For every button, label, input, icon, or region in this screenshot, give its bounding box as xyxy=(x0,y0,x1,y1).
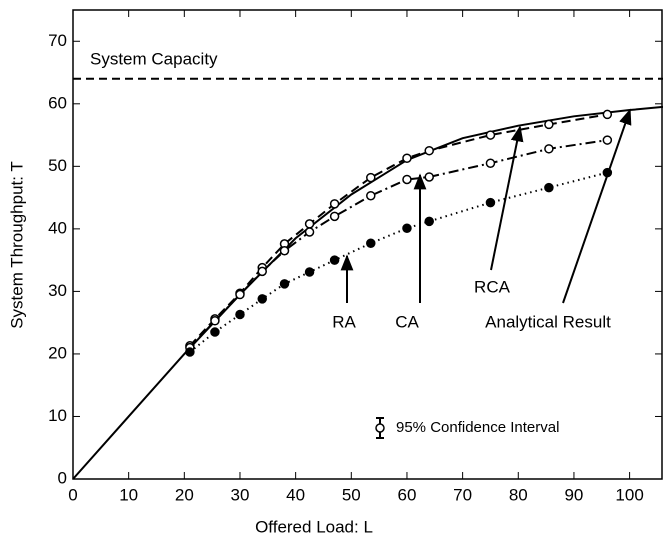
data-point xyxy=(424,145,434,156)
x-tick-label: 100 xyxy=(615,485,643,504)
data-point xyxy=(304,219,315,229)
x-tick-label: 90 xyxy=(564,485,583,504)
data-point xyxy=(366,172,376,183)
data-point xyxy=(485,158,496,168)
y-tick-label: 70 xyxy=(48,31,67,50)
data-point xyxy=(366,238,376,248)
data-point xyxy=(402,223,412,233)
y-tick-label: 30 xyxy=(48,281,67,300)
annotation-arrow xyxy=(562,108,632,304)
x-tick-label: 50 xyxy=(342,485,361,504)
data-point xyxy=(544,119,554,130)
capacity-label: System Capacity xyxy=(90,49,218,68)
data-point xyxy=(185,347,195,357)
data-point xyxy=(304,267,315,277)
data-point xyxy=(235,309,245,320)
annotation-arrow xyxy=(490,125,524,271)
data-point xyxy=(424,216,434,227)
y-tick-label: 60 xyxy=(48,93,67,112)
data-point xyxy=(402,174,412,185)
data-point xyxy=(402,153,412,163)
x-tick-label: 80 xyxy=(509,485,528,504)
x-axis-label: Offered Load: L xyxy=(255,517,373,536)
x-tick-label: 10 xyxy=(119,485,138,504)
x-tick-label: 30 xyxy=(231,485,250,504)
data-point xyxy=(304,227,315,237)
series-label: RA xyxy=(332,312,356,331)
series-label: Analytical Result xyxy=(485,312,611,331)
series-label: CA xyxy=(395,312,419,331)
data-point xyxy=(279,279,290,289)
data-point xyxy=(485,130,496,140)
plot-frame xyxy=(72,9,663,480)
x-tick-label: 60 xyxy=(398,485,417,504)
x-tick-label: 40 xyxy=(286,485,305,504)
data-point xyxy=(602,109,613,120)
y-tick-label: 10 xyxy=(48,406,67,425)
y-tick-label: 50 xyxy=(48,156,67,175)
data-point xyxy=(210,327,220,337)
y-axis-label: System Throughput: T xyxy=(7,161,26,329)
data-point xyxy=(485,197,496,208)
data-point xyxy=(544,182,554,193)
data-point xyxy=(602,135,613,145)
x-tick-label: 70 xyxy=(453,485,472,504)
x-tick-label: 0 xyxy=(68,485,77,504)
y-tick-label: 0 xyxy=(58,468,67,487)
data-point xyxy=(544,144,554,154)
data-point xyxy=(210,316,220,326)
data-point xyxy=(424,172,434,182)
data-point xyxy=(257,266,267,277)
data-point xyxy=(329,255,340,265)
data-point xyxy=(235,289,245,300)
data-point xyxy=(257,294,267,304)
legend-note: 95% Confidence Interval xyxy=(396,419,559,436)
data-point xyxy=(329,211,340,222)
series-label: RCA xyxy=(474,277,511,296)
y-tick-label: 40 xyxy=(48,218,67,237)
y-tick-label: 20 xyxy=(48,343,67,362)
legend-marker xyxy=(375,423,385,433)
series-line xyxy=(72,105,663,480)
data-point xyxy=(279,246,290,256)
data-point xyxy=(329,199,340,209)
data-point xyxy=(366,190,376,201)
x-tick-label: 20 xyxy=(175,485,194,504)
